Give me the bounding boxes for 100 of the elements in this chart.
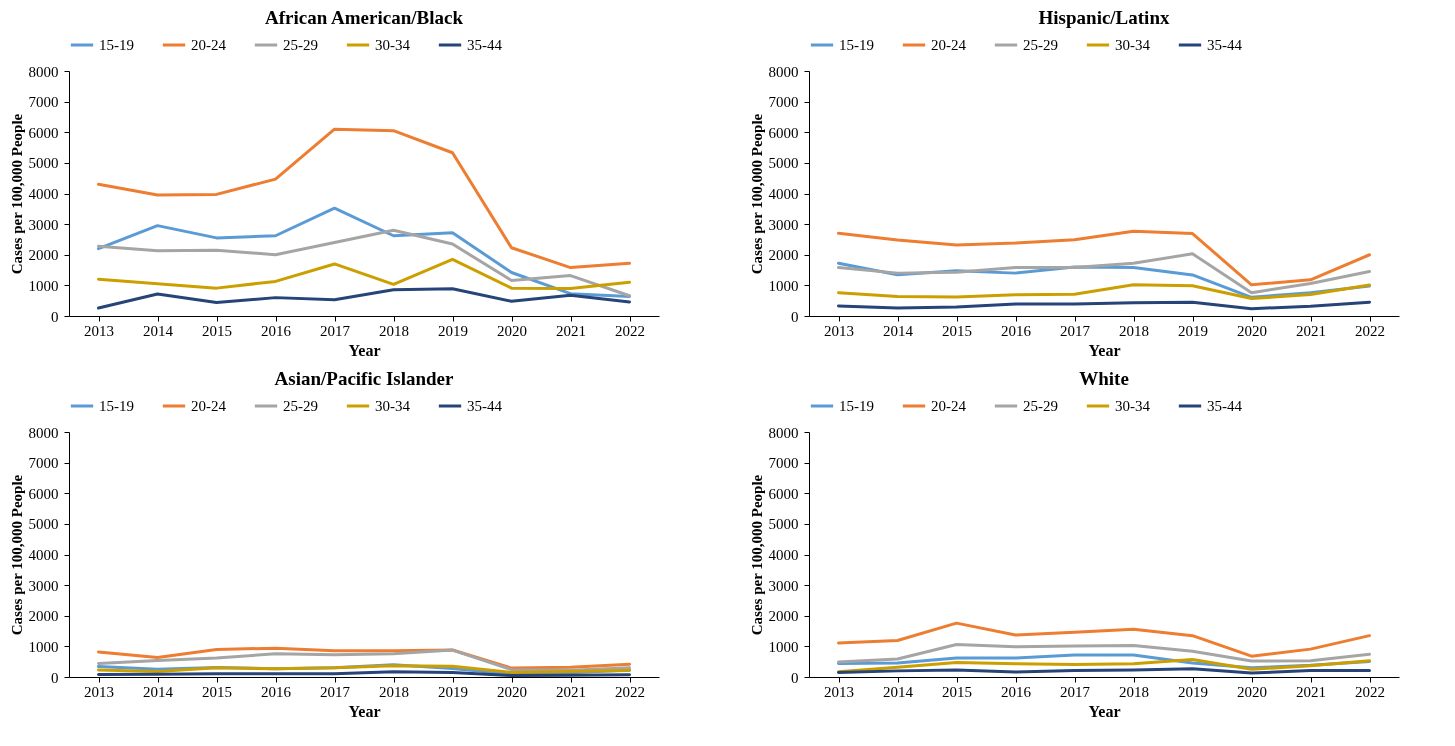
y-tick-label: 3000 [28, 216, 59, 233]
legend-label: 15-19 [839, 398, 874, 414]
x-tick-label: 2014 [143, 322, 174, 339]
y-tick-label: 0 [791, 669, 799, 686]
x-tick-label: 2016 [261, 683, 292, 700]
legend-label: 25-29 [1023, 37, 1058, 53]
y-axis-title: Cases per 100,000 People [748, 474, 765, 636]
line-series [837, 300, 1371, 311]
x-tick-label: 2019 [438, 322, 468, 339]
y-tick-label: 7000 [768, 94, 799, 111]
legend-label: 20-24 [191, 37, 227, 53]
chart-title: White [1079, 368, 1129, 389]
y-tick-label: 3000 [768, 216, 799, 233]
x-tick-label: 2015 [942, 322, 972, 339]
line-series [97, 257, 631, 290]
y-tick-label: 2000 [28, 247, 59, 264]
x-tick-label: 2013 [824, 322, 854, 339]
y-tick-label: 1000 [28, 638, 59, 655]
y-tick-label: 0 [791, 308, 799, 325]
legend-label: 35-44 [467, 37, 503, 53]
chart-title: Asian/Pacific Islander [274, 368, 455, 389]
line-series [837, 283, 1371, 301]
x-axis-title: Year [348, 341, 381, 359]
line-series [837, 658, 1371, 674]
y-tick-label: 2000 [768, 247, 799, 264]
legend-label: 25-29 [283, 37, 318, 53]
line-series [97, 228, 631, 298]
x-tick-label: 2020 [497, 683, 527, 700]
x-tick-label: 2016 [1001, 683, 1032, 700]
y-tick-label: 7000 [768, 455, 799, 472]
x-tick-label: 2017 [1060, 322, 1091, 339]
legend-label: 30-34 [1115, 37, 1151, 53]
y-axis-title: Cases per 100,000 People [748, 113, 765, 275]
y-tick-label: 8000 [768, 424, 799, 441]
x-tick-label: 2018 [1119, 322, 1149, 339]
x-axis-title: Year [348, 702, 381, 720]
legend-label: 35-44 [1207, 37, 1243, 53]
y-tick-label: 2000 [768, 608, 799, 625]
legend-label: 15-19 [839, 37, 874, 53]
x-tick-label: 2013 [84, 322, 114, 339]
legend-label: 35-44 [467, 398, 503, 414]
line-series [97, 287, 631, 310]
y-axis-title: Cases per 100,000 People [8, 113, 25, 275]
legend-label: 30-34 [375, 37, 411, 53]
legend-label: 30-34 [1115, 398, 1151, 414]
line-series [837, 621, 1371, 658]
y-tick-label: 3000 [28, 577, 59, 594]
x-tick-label: 2022 [1355, 683, 1385, 700]
x-tick-label: 2014 [883, 683, 914, 700]
y-tick-label: 7000 [28, 94, 59, 111]
x-tick-label: 2022 [615, 683, 645, 700]
x-tick-label: 2020 [497, 322, 527, 339]
line-series [837, 643, 1371, 664]
x-tick-label: 2018 [379, 322, 409, 339]
y-tick-label: 0 [51, 669, 59, 686]
legend-label: 25-29 [1023, 398, 1058, 414]
y-tick-label: 1000 [768, 638, 799, 655]
x-tick-label: 2019 [438, 683, 468, 700]
x-tick-label: 2017 [1060, 683, 1091, 700]
y-tick-label: 1000 [28, 277, 59, 294]
x-tick-label: 2021 [1296, 322, 1326, 339]
legend-label: 30-34 [375, 398, 411, 414]
y-tick-label: 7000 [28, 455, 59, 472]
x-axis-title: Year [1088, 702, 1121, 720]
legend-label: 20-24 [191, 398, 227, 414]
x-tick-label: 2013 [84, 683, 114, 700]
x-tick-label: 2015 [942, 683, 972, 700]
x-tick-label: 2018 [1119, 683, 1149, 700]
y-tick-label: 6000 [768, 124, 799, 141]
x-tick-label: 2018 [379, 683, 409, 700]
x-tick-label: 2022 [1355, 322, 1385, 339]
x-tick-label: 2021 [556, 683, 586, 700]
y-tick-label: 6000 [28, 124, 59, 141]
x-axis-title: Year [1088, 341, 1121, 359]
y-tick-label: 5000 [28, 155, 59, 172]
x-tick-label: 2019 [1178, 322, 1208, 339]
x-tick-label: 2017 [320, 683, 351, 700]
y-tick-label: 4000 [28, 547, 59, 563]
y-tick-label: 0 [51, 308, 59, 325]
y-tick-label: 4000 [768, 547, 799, 563]
x-tick-label: 2021 [556, 322, 586, 339]
legend-label: 20-24 [931, 398, 967, 414]
x-tick-label: 2021 [1296, 683, 1326, 700]
x-tick-label: 2015 [202, 322, 232, 339]
chart-title: African American/Black [265, 7, 464, 28]
y-tick-label: 8000 [28, 63, 59, 80]
legend-label: 35-44 [1207, 398, 1243, 414]
x-tick-label: 2015 [202, 683, 232, 700]
legend-label: 15-19 [99, 398, 134, 414]
y-axis-title: Cases per 100,000 People [8, 474, 25, 636]
line-series [97, 206, 631, 298]
x-tick-label: 2014 [143, 683, 174, 700]
y-tick-label: 2000 [28, 608, 59, 625]
y-tick-label: 4000 [28, 186, 59, 202]
y-tick-label: 8000 [28, 424, 59, 441]
legend-label: 15-19 [99, 37, 134, 53]
chart-title: Hispanic/Latinx [1038, 7, 1170, 28]
y-tick-label: 5000 [768, 155, 799, 172]
line-series [837, 252, 1371, 295]
y-tick-label: 8000 [768, 63, 799, 80]
